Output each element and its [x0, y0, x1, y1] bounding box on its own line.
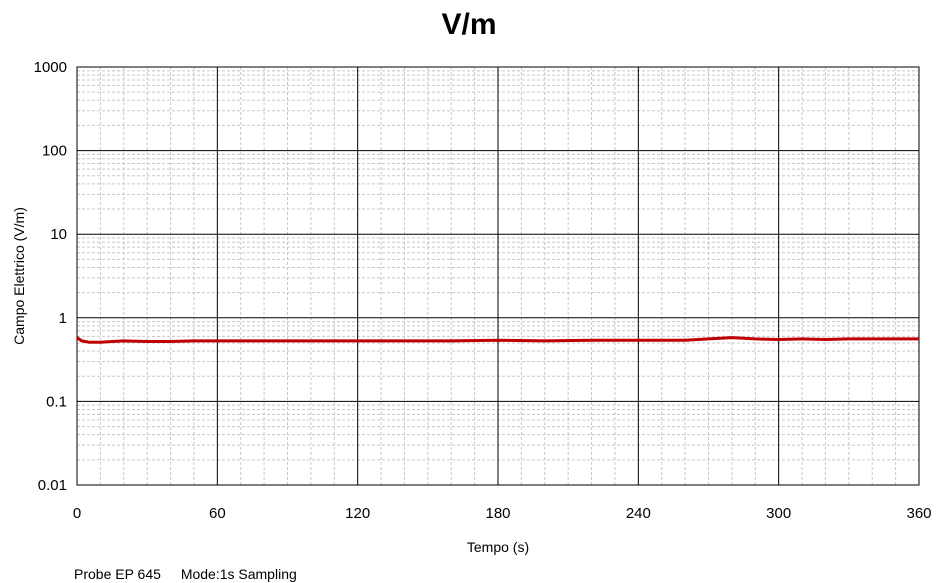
x-tick-label: 60	[209, 505, 226, 522]
mode-label: Mode:1s Sampling	[180, 566, 297, 582]
major-gridlines	[76, 66, 920, 486]
chart-plot: 0.01 0.1 1 10 100 1000 0 60 120 180 240 300 360 Tem…	[11, 59, 932, 555]
chart-title: V/m	[441, 8, 497, 41]
y-tick-label: 1000	[34, 59, 67, 76]
x-tick-label: 0	[73, 505, 81, 522]
footer-note: Probe EP 645 Mode:1s Sampling	[74, 566, 313, 582]
probe-label: Probe EP 645	[74, 566, 161, 582]
x-tick-labels: 0 60 120 180 240 300 360	[73, 505, 932, 522]
x-tick-label: 300	[766, 505, 791, 522]
y-tick-label: 0.1	[46, 393, 67, 410]
x-axis-label: Tempo (s)	[467, 539, 529, 555]
x-tick-label: 240	[626, 505, 651, 522]
y-tick-label: 1	[59, 310, 67, 327]
x-tick-label: 180	[485, 505, 510, 522]
plot-frame	[76, 66, 920, 486]
y-tick-label: 10	[50, 226, 67, 243]
y-tick-label: 0.01	[38, 477, 67, 494]
x-tick-label: 360	[906, 505, 931, 522]
series-group	[76, 336, 919, 344]
y-tick-labels: 0.01 0.1 1 10 100 1000	[34, 59, 67, 494]
x-tick-label: 120	[345, 505, 370, 522]
series-line	[76, 336, 919, 344]
y-tick-label: 100	[42, 143, 67, 160]
y-axis-label: Campo Elettrico (V/m)	[11, 207, 27, 345]
